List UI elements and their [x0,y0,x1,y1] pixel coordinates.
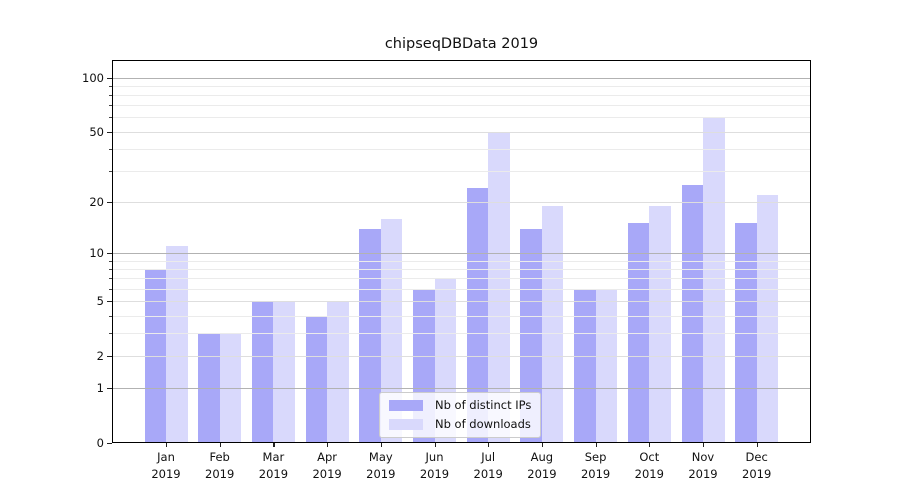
y-minor-tick-mark [109,85,112,87]
x-tick-label-sep: Sep 2019 [580,450,611,481]
y-tick-mark [107,443,112,445]
bar-distinct-ips-apr [305,315,328,443]
legend: Nb of distinct IPs Nb of downloads [379,392,542,438]
gridline-minor [112,278,811,280]
y-minor-tick-mark [109,278,112,280]
x-tick-mark [219,443,221,447]
bar-downloads-dec [756,194,779,443]
y-tick-mark [107,355,112,358]
gridline-major [112,253,811,255]
x-tick-label-feb: Feb 2019 [205,450,235,481]
x-tick-mark [327,443,329,447]
x-tick-label-nov: Nov 2019 [688,450,718,481]
y-tick-label: 5 [96,294,104,309]
gridline-major [112,301,811,303]
gridline-minor [112,260,811,262]
bar-distinct-ips-sep [574,288,596,443]
bar-downloads-oct [649,205,671,443]
x-tick-mark [541,443,544,447]
y-minor-tick-mark [109,148,112,150]
x-tick-label-aug: Aug 2019 [527,450,557,481]
gridline-minor [112,85,811,87]
gridline-minor [112,171,811,173]
y-minor-tick-mark [109,117,112,119]
x-tick-label-may: May 2019 [366,450,396,481]
bar-downloads-aug [541,205,564,443]
y-tick-mark [107,77,112,79]
gridline-minor [112,105,811,107]
gridline-major [112,388,811,390]
x-tick-label-dec: Dec 2019 [742,450,772,481]
y-tick-label: 0 [96,436,104,450]
y-tick-label: 10 [89,246,104,261]
y-minor-tick-mark [109,315,112,317]
y-minor-tick-mark [109,105,112,107]
legend-swatch-downloads [389,418,423,430]
y-tick-label: 1 [96,381,104,396]
y-tick-label: 100 [82,70,104,85]
x-tick-mark [488,443,490,447]
bar-distinct-ips-aug [520,228,542,443]
bar-distinct-ips-nov [681,184,703,443]
legend-label-distinct-ips: Nb of distinct IPs [435,398,532,412]
gridline-major [112,77,811,79]
y-tick-mark [107,253,112,255]
bar-downloads-mar [273,301,295,443]
x-tick-mark [595,443,597,447]
legend-item-distinct-ips: Nb of distinct IPs [389,398,531,412]
y-minor-tick-mark [109,333,112,335]
gridline-minor [112,268,811,270]
x-tick-label-mar: Mar 2019 [258,450,289,481]
x-tick-label-jan: Jan 2019 [151,450,181,481]
y-tick-label: 20 [89,194,104,209]
x-tick-mark [273,443,275,447]
gridline-minor [112,333,811,335]
x-tick-label-jul: Jul 2019 [473,450,503,481]
y-minor-tick-mark [109,268,112,270]
legend-swatch-distinct-ips [389,399,423,411]
x-tick-mark [166,443,168,447]
y-tick-mark [107,301,112,303]
y-minor-tick-mark [109,260,112,262]
y-minor-tick-mark [109,288,112,290]
bar-downloads-may [380,218,403,443]
legend-label-downloads: Nb of downloads [435,417,531,431]
gridline-major [112,201,811,203]
chart-title: chipseqDBData 2019 [384,36,539,52]
gridline-minor [112,315,811,317]
bar-downloads-jul [488,131,510,443]
y-minor-tick-mark [109,94,112,96]
legend-item-downloads: Nb of downloads [389,417,531,431]
gridline-minor [112,117,811,119]
x-tick-label-oct: Oct 2019 [634,450,664,481]
bar-downloads-sep [595,288,618,443]
y-tick-mark [107,388,112,390]
y-tick-label: 2 [96,348,104,363]
gridline-minor [112,148,811,150]
x-tick-mark [649,443,651,447]
bar-downloads-nov [703,117,725,443]
x-tick-mark [434,443,436,447]
gridline-minor [112,288,811,290]
bar-downloads-jan [166,246,188,443]
bar-downloads-apr [327,301,349,443]
y-tick-mark [107,201,112,204]
y-tick-mark [107,131,112,133]
y-minor-tick-mark [109,171,112,173]
gridline-major [112,355,811,357]
x-tick-mark [380,443,382,447]
bar-distinct-ips-may [359,228,381,443]
x-tick-mark [703,443,705,447]
x-tick-mark [756,443,758,447]
gridline-minor [112,94,811,96]
bar-distinct-ips-mar [251,301,274,443]
gridline-major [112,131,811,133]
x-tick-label-apr: Apr 2019 [312,450,342,481]
y-tick-label: 50 [89,124,104,139]
plot-area [112,60,811,443]
x-tick-label-jun: Jun 2019 [419,450,450,481]
